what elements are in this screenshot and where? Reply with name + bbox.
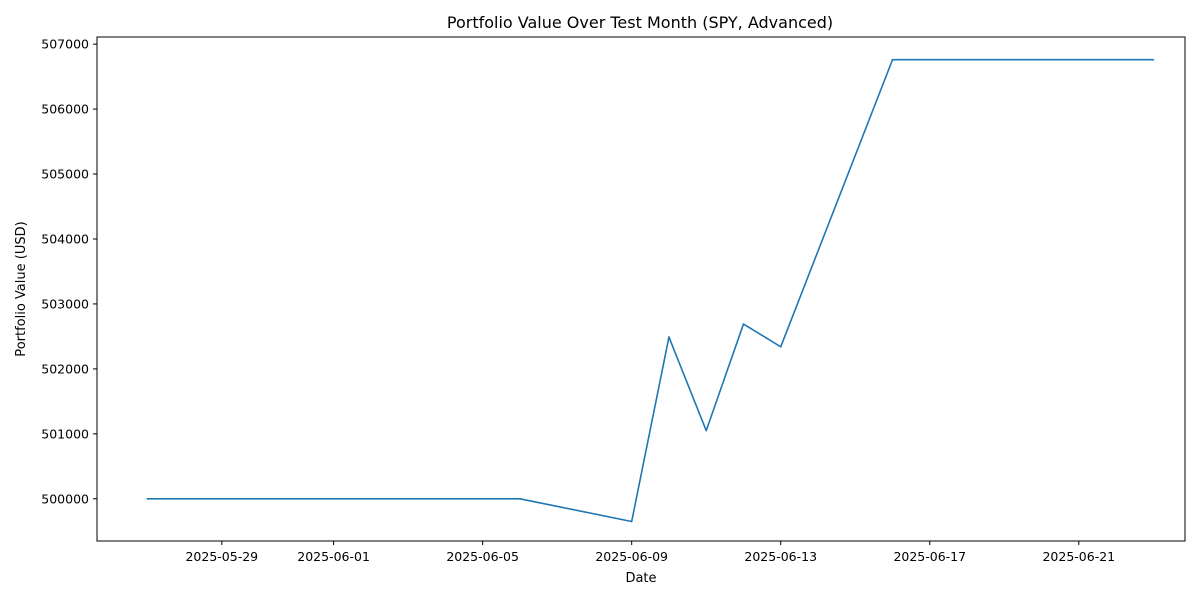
data-point — [1152, 58, 1155, 61]
y-tick-label: 504000 — [41, 231, 89, 246]
x-axis: 2025-05-29 2025-06-01 2025-06-05 2025-06-09… — [185, 541, 1115, 564]
chart-title: Portfolio Value Over Test Month (SPY, Ad… — [447, 13, 833, 32]
plot-area-frame — [96, 36, 1186, 542]
y-axis: 500000 501000 502000 503000 504000 505000 5060… — [41, 37, 97, 506]
y-tick-label: 502000 — [41, 361, 89, 376]
y-tick-label: 500000 — [41, 491, 89, 506]
x-tick-label: 2025-06-17 — [893, 549, 966, 564]
data-point — [891, 58, 894, 61]
x-tick-label: 2025-06-01 — [297, 549, 370, 564]
x-tick-label: 2025-06-09 — [595, 549, 668, 564]
data-point — [146, 497, 149, 500]
y-tick-label: 506000 — [41, 102, 89, 117]
series-line — [147, 58, 1154, 523]
x-axis-title: Date — [625, 571, 656, 586]
data-point — [668, 336, 670, 338]
y-axis-title: Portfolio Value (USD) — [14, 221, 29, 356]
x-tick-label: 2025-05-29 — [185, 549, 258, 564]
series-layer — [146, 58, 1155, 523]
y-tick-label: 501000 — [41, 426, 89, 441]
x-tick-label: 2025-06-13 — [744, 549, 817, 564]
x-tick-label: 2025-06-05 — [446, 549, 519, 564]
data-point — [630, 520, 633, 523]
data-point — [705, 429, 708, 432]
data-point — [519, 497, 521, 500]
data-point — [742, 323, 745, 325]
y-tick-label: 507000 — [41, 37, 89, 52]
x-tick-label: 2025-06-21 — [1042, 549, 1115, 564]
data-point — [779, 346, 782, 348]
y-tick-label: 505000 — [41, 167, 89, 182]
y-tick-label: 503000 — [41, 296, 89, 311]
